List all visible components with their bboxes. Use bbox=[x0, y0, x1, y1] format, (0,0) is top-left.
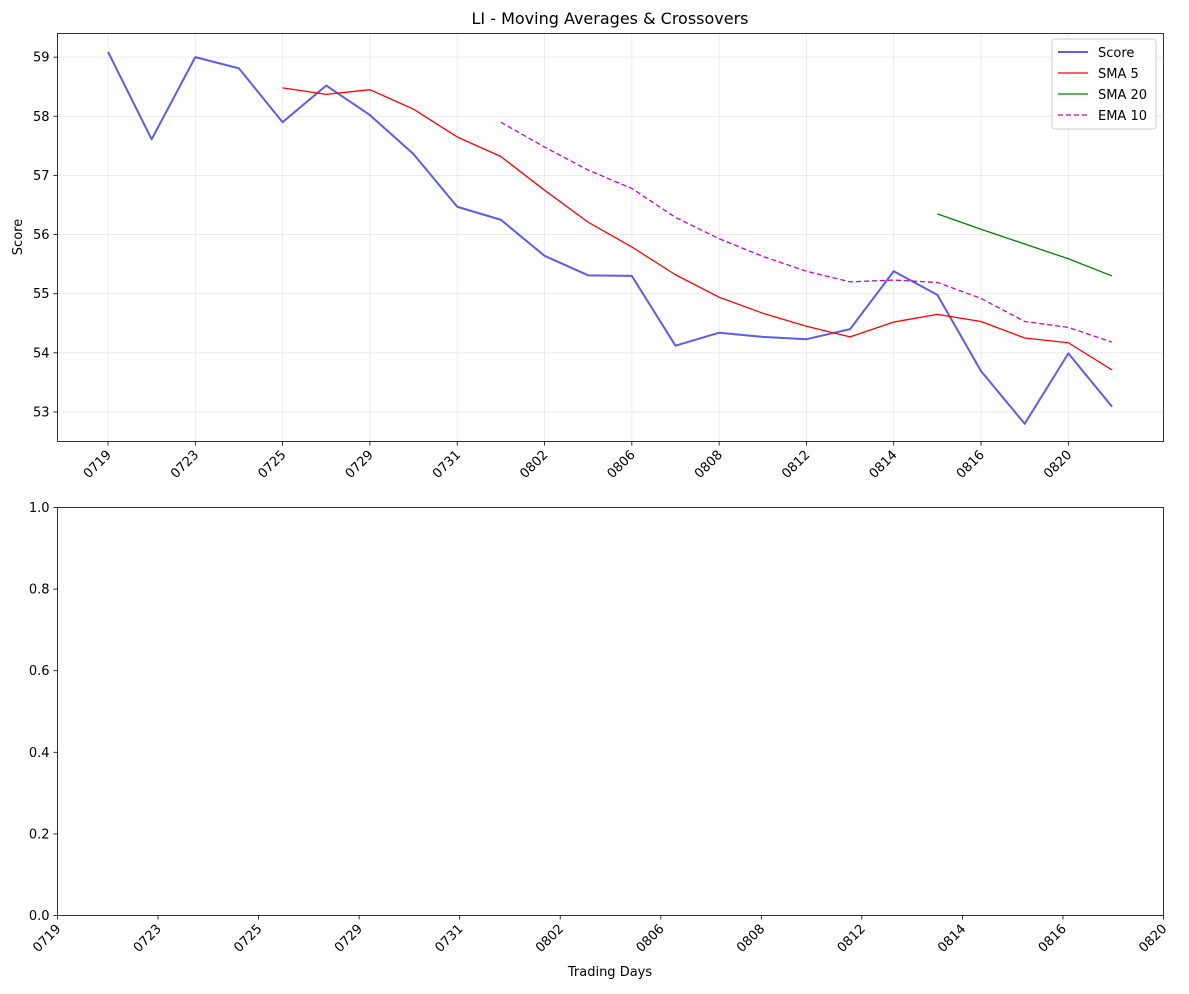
y-tick-label: 0.8 bbox=[29, 583, 50, 598]
legend-label: EMA 10 bbox=[1098, 109, 1147, 124]
series-line-sma-20 bbox=[937, 213, 1113, 277]
series-line-ema-10 bbox=[500, 121, 1113, 343]
y-tick-label: 1.0 bbox=[29, 501, 50, 516]
top-y-ticks: 53 54 55 56 57 58 59 bbox=[33, 51, 58, 420]
series-line-score bbox=[107, 51, 1113, 425]
y-axis-label: Score bbox=[11, 219, 26, 255]
legend-box bbox=[1051, 38, 1157, 130]
series-line-sma-5 bbox=[282, 87, 1113, 371]
legend-label: SMA 5 bbox=[1098, 67, 1139, 82]
bottom-axes-frame bbox=[57, 507, 1164, 916]
y-tick-label: 58 bbox=[33, 110, 50, 125]
y-tick-label: 0.0 bbox=[29, 909, 50, 924]
top-axes-frame bbox=[57, 33, 1164, 442]
y-tick-label: 59 bbox=[33, 51, 50, 66]
y-tick-label: 57 bbox=[33, 169, 50, 184]
y-tick-label: 53 bbox=[33, 405, 50, 420]
top-series-lines bbox=[107, 51, 1113, 425]
top-chart-panel: LI - Moving Averages & Crossovers 53 54 55… bbox=[11, 9, 1164, 482]
legend-label: Score bbox=[1098, 46, 1134, 61]
legend-label: SMA 20 bbox=[1098, 88, 1147, 103]
y-tick-label: 54 bbox=[33, 346, 50, 361]
y-tick-label: 55 bbox=[33, 287, 50, 302]
chart-title: LI - Moving Averages & Crossovers bbox=[471, 9, 748, 28]
y-tick-label: 0.6 bbox=[29, 664, 50, 679]
x-axis-label: Trading Days bbox=[567, 965, 652, 980]
legend: Score SMA 5 SMA 20 EMA 10 bbox=[1051, 38, 1157, 130]
bottom-y-ticks: 0.0 0.2 0.4 0.6 0.8 1.0 bbox=[29, 501, 58, 924]
y-tick-label: 0.2 bbox=[29, 827, 50, 842]
y-tick-label: 0.4 bbox=[29, 746, 50, 761]
y-tick-label: 56 bbox=[33, 228, 50, 243]
